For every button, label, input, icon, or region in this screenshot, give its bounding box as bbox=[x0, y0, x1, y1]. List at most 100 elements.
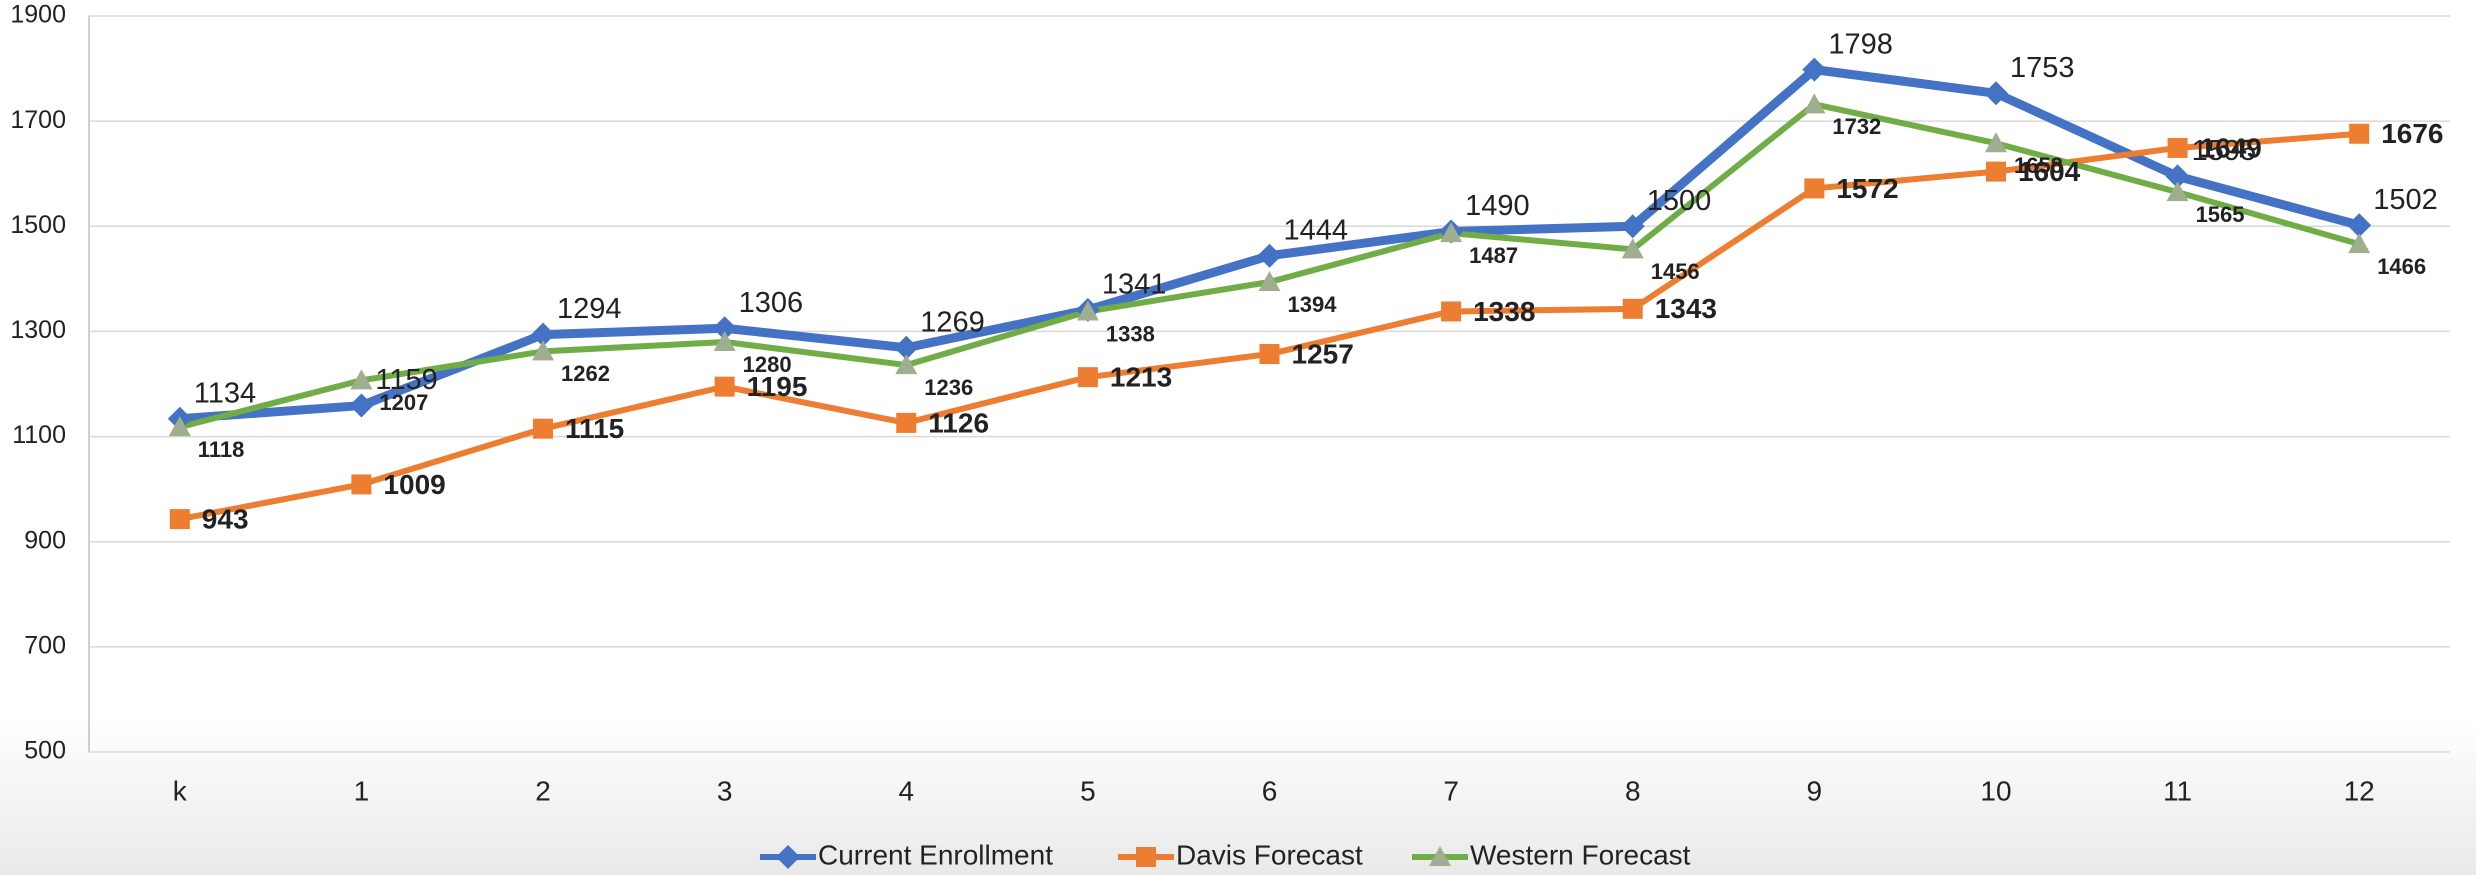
marker bbox=[531, 322, 556, 347]
data-label: 1572 bbox=[1836, 173, 1898, 204]
data-label: 1604 bbox=[2018, 156, 2081, 187]
y-tick-label: 1500 bbox=[10, 211, 66, 239]
data-label: 1269 bbox=[920, 306, 985, 338]
data-label: 1009 bbox=[383, 469, 445, 500]
marker bbox=[350, 369, 373, 390]
data-label: 1338 bbox=[1473, 296, 1535, 327]
data-label: 1195 bbox=[747, 371, 808, 402]
marker bbox=[1429, 846, 1451, 866]
legend-label: Western Forecast bbox=[1470, 839, 1691, 870]
data-label: 1658 bbox=[2014, 153, 2063, 178]
marker bbox=[1804, 178, 1825, 199]
legend-label: Davis Forecast bbox=[1176, 839, 1363, 870]
x-tick-label: k bbox=[173, 775, 188, 806]
y-tick-label: 500 bbox=[24, 737, 66, 765]
data-label: 1159 bbox=[375, 364, 437, 396]
marker bbox=[1259, 344, 1280, 365]
data-label: 1134 bbox=[194, 377, 256, 409]
data-label: 1798 bbox=[1828, 28, 1893, 60]
marker bbox=[895, 354, 918, 375]
y-tick-label: 1900 bbox=[10, 1, 66, 29]
marker bbox=[532, 340, 555, 361]
marker bbox=[2166, 181, 2189, 202]
data-label: 1595 bbox=[2192, 135, 2257, 167]
y-tick-label: 1300 bbox=[10, 316, 66, 344]
legend-label: Current Enrollment bbox=[818, 839, 1053, 870]
y-tick-label: 700 bbox=[24, 631, 66, 659]
data-label: 1280 bbox=[743, 352, 792, 377]
data-label: 1306 bbox=[739, 287, 804, 319]
data-label: 1676 bbox=[2381, 118, 2443, 149]
data-label: 1338 bbox=[1106, 321, 1155, 346]
marker bbox=[896, 412, 917, 433]
data-label: 1456 bbox=[1651, 259, 1700, 284]
marker bbox=[2165, 164, 2190, 189]
marker bbox=[776, 845, 800, 869]
data-label: 1466 bbox=[2377, 254, 2426, 279]
data-label: 1444 bbox=[1284, 214, 1349, 246]
marker bbox=[1622, 298, 1643, 319]
marker bbox=[168, 416, 191, 437]
data-label: 1394 bbox=[1288, 292, 1338, 317]
marker bbox=[1441, 301, 1462, 322]
marker bbox=[2349, 123, 2370, 144]
data-label: 1294 bbox=[557, 293, 622, 325]
marker bbox=[713, 330, 736, 351]
marker bbox=[2348, 233, 2371, 254]
marker bbox=[1983, 81, 2008, 106]
data-label: 1565 bbox=[2196, 202, 2245, 227]
data-label: 1115 bbox=[565, 413, 624, 444]
marker bbox=[1136, 847, 1156, 867]
marker bbox=[1077, 367, 1098, 388]
marker bbox=[533, 418, 554, 439]
marker bbox=[1802, 57, 1827, 82]
marker bbox=[1621, 238, 1644, 259]
y-tick-label: 900 bbox=[24, 526, 66, 554]
y-tick-label: 1100 bbox=[12, 421, 66, 449]
data-label: 1262 bbox=[561, 361, 610, 386]
marker bbox=[351, 474, 372, 495]
marker bbox=[714, 376, 735, 397]
x-tick-label: 2 bbox=[535, 775, 551, 806]
marker bbox=[1257, 243, 1282, 268]
marker bbox=[1440, 222, 1463, 243]
data-label: 1649 bbox=[2200, 132, 2262, 163]
x-tick-label: 11 bbox=[2163, 775, 2192, 806]
marker bbox=[712, 316, 737, 341]
data-label: 1343 bbox=[1655, 293, 1717, 324]
data-label: 943 bbox=[202, 503, 249, 534]
data-label: 1207 bbox=[379, 390, 428, 415]
y-tick-label: 1700 bbox=[10, 106, 66, 134]
data-label: 1126 bbox=[928, 407, 989, 438]
data-label: 1487 bbox=[1469, 243, 1518, 268]
x-tick-label: 7 bbox=[1443, 775, 1459, 806]
data-label: 1502 bbox=[2373, 184, 2438, 216]
x-tick-label: 9 bbox=[1807, 775, 1823, 806]
marker bbox=[169, 509, 190, 530]
data-label: 1753 bbox=[2010, 52, 2075, 84]
marker bbox=[349, 393, 374, 418]
marker bbox=[1803, 93, 1826, 114]
x-tick-label: 1 bbox=[354, 775, 370, 806]
marker bbox=[2347, 213, 2372, 238]
x-tick-label: 5 bbox=[1080, 775, 1096, 806]
x-tick-label: 4 bbox=[898, 775, 914, 806]
data-label: 1732 bbox=[1832, 114, 1881, 139]
x-tick-label: 12 bbox=[2344, 775, 2375, 806]
x-tick-label: 8 bbox=[1625, 775, 1641, 806]
marker bbox=[1985, 161, 2006, 182]
data-label: 1490 bbox=[1465, 190, 1530, 222]
marker bbox=[1258, 271, 1281, 292]
x-tick-label: 10 bbox=[1980, 775, 2011, 806]
x-tick-label: 3 bbox=[717, 775, 733, 806]
data-label: 1257 bbox=[1292, 338, 1354, 369]
marker bbox=[1984, 132, 2007, 153]
marker bbox=[1076, 300, 1099, 321]
data-label: 1213 bbox=[1110, 362, 1172, 393]
data-label: 1236 bbox=[924, 375, 973, 400]
data-label: 1341 bbox=[1102, 269, 1167, 301]
marker bbox=[2167, 137, 2188, 158]
